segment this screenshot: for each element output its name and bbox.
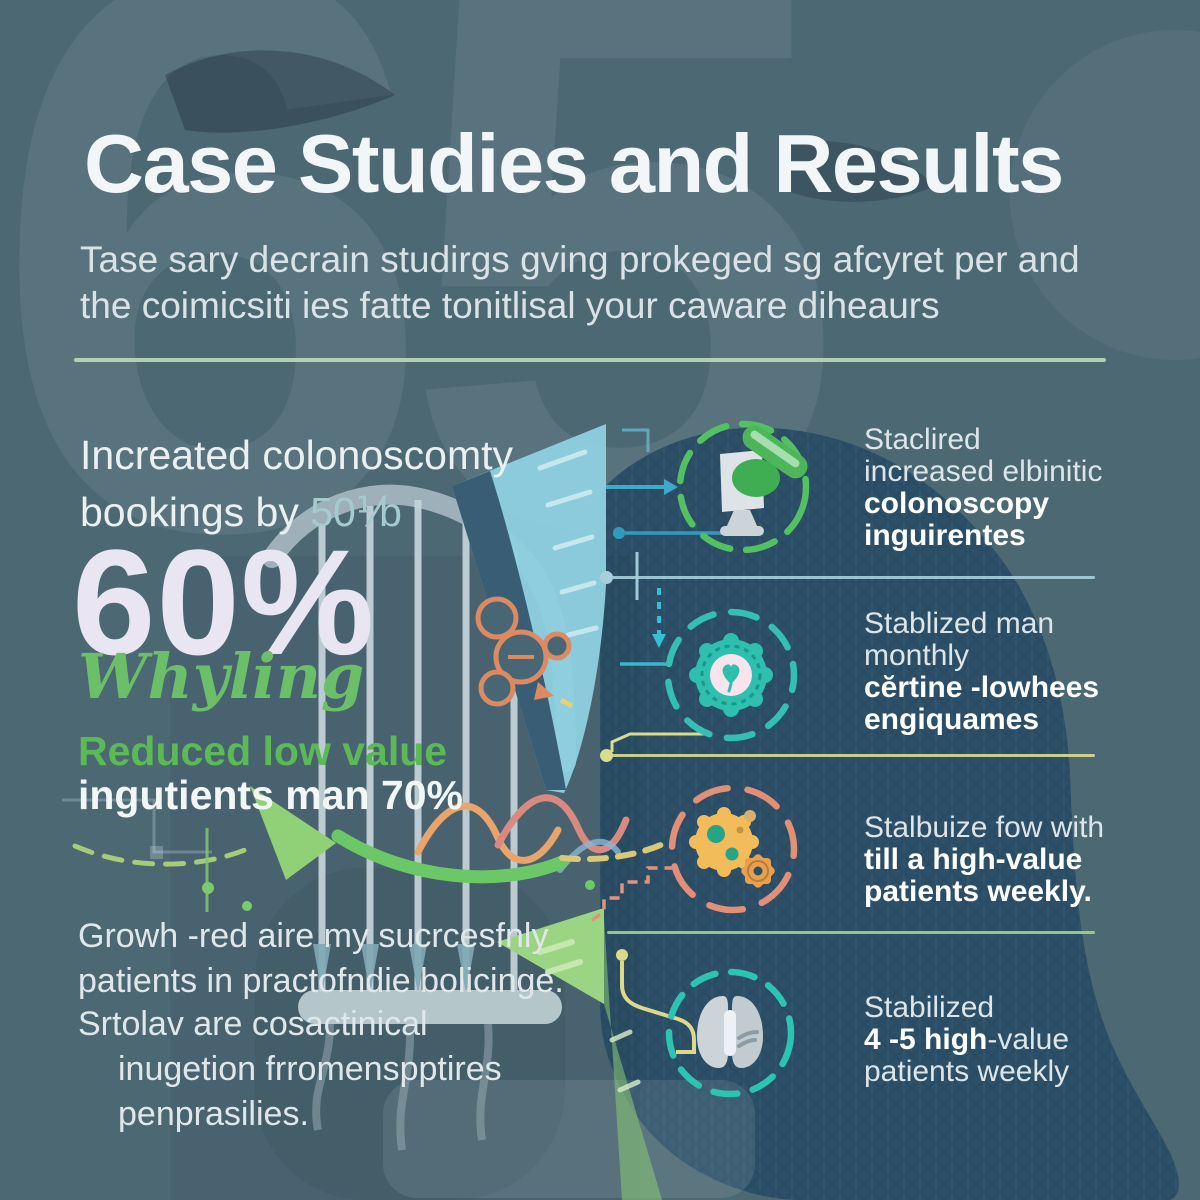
paragraph-clinical-line-1: Srtolav are cosactinical xyxy=(78,1005,428,1043)
item2-line-2: monthly xyxy=(864,639,970,672)
icon-ring xyxy=(676,420,810,554)
result-item-stabilized: Stabilized 4 -5 high-value patients week… xyxy=(864,992,1194,1088)
title-divider xyxy=(74,358,1106,362)
paragraph-clinical: Srtolav are cosactinical inugetion frrom… xyxy=(78,1002,502,1137)
subtitle-line-1: Tase sary decrain studirgs gving prokege… xyxy=(80,239,1080,280)
item2-line-3: cĕrtine -lowhees xyxy=(864,671,1100,704)
tail-dashes xyxy=(609,1029,641,1093)
subtitle-line-2: the coimicsiti ies fatte tonitlisal your… xyxy=(80,285,940,326)
item-divider-2 xyxy=(607,754,1095,757)
paragraph-clinical-line-2: inugetion frromenspptires xyxy=(118,1050,502,1088)
stat-reduced-line-1: Reduced low value xyxy=(78,728,448,774)
item4-line-1: Stabilized xyxy=(864,991,995,1024)
colonoscope-icon xyxy=(676,420,810,554)
stat-reduced-line-2: ingutients man 70% xyxy=(78,772,464,818)
item2-line-1: Stablized man xyxy=(864,607,1055,640)
script-caption: Whyling xyxy=(78,640,365,713)
stat-bookings-line-2: bookings by 50⅟b xyxy=(80,489,402,535)
stat-reduced: Reduced low value ingutients man 70% xyxy=(78,729,463,817)
item2-line-4: engiquames xyxy=(864,703,1040,736)
heart-gear-icon xyxy=(664,608,798,742)
divider-dot xyxy=(600,749,613,762)
lungs-icon xyxy=(665,968,795,1098)
icon-ring xyxy=(668,784,798,914)
cell-gears-icon xyxy=(668,784,798,914)
result-item-monthly: Stablized man monthly cĕrtine -lowhees e… xyxy=(864,608,1194,736)
item4-line-3: patients weekly xyxy=(864,1055,1070,1088)
arrow-tail xyxy=(604,918,662,1200)
item3-line-3: patients weekly. xyxy=(864,875,1092,908)
paragraph-growth: Growh -red aire my sucrcesfnly patients … xyxy=(78,914,564,1004)
item-divider-3 xyxy=(607,931,1095,934)
result-item-flow: Stalbuize fow with till a high-value pat… xyxy=(864,812,1194,908)
stat-bookings-line-1: Increated colonoscomty xyxy=(80,432,514,478)
item1-line-4: inguirentes xyxy=(864,519,1026,552)
big-percentage: 60% xyxy=(72,518,376,686)
paragraph-growth-line-1: Growh -red aire my sucrcesfnly xyxy=(78,917,549,955)
page-subtitle: Tase sary decrain studirgs gving prokege… xyxy=(80,237,1080,329)
item1-line-2: increased elbinitic xyxy=(864,455,1103,488)
divider-dot xyxy=(600,571,613,584)
item4-line-2: 4 -5 high-value xyxy=(864,1023,1070,1056)
result-item-colonoscopy: Staclired increased elbinitic colonoscop… xyxy=(864,424,1194,552)
icon-ring xyxy=(665,968,795,1098)
icon-ring xyxy=(664,608,798,742)
item-divider-1 xyxy=(607,576,1095,579)
item3-line-1: Stalbuize fow with xyxy=(864,811,1105,844)
item3-line-2: till a high-value xyxy=(864,843,1083,876)
item1-line-1: Staclired xyxy=(864,423,981,456)
stat-bookings: Increated colonoscomty bookings by 50⅟b xyxy=(80,427,513,541)
paragraph-clinical-line-3: penprasilies. xyxy=(118,1095,309,1133)
item1-line-3: colonoscopy xyxy=(864,487,1050,520)
stat-bookings-value: 50⅟b xyxy=(310,489,402,535)
paragraph-growth-line-2: patients in practofndie bolicinge. xyxy=(78,962,564,1000)
page-title: Case Studies and Results xyxy=(84,117,1064,210)
